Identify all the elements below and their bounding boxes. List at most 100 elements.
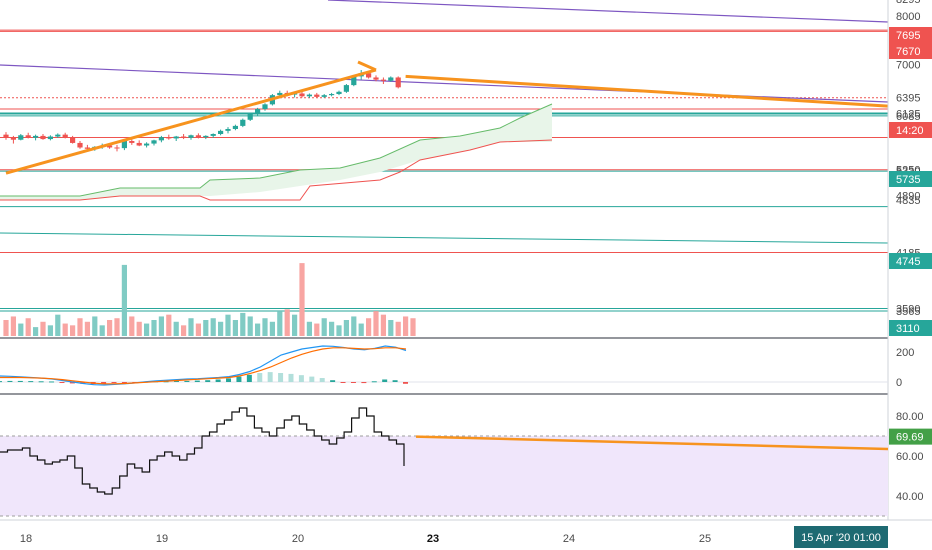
channel-line-upper[interactable] [327, 0, 889, 23]
price-badge-bg [889, 122, 932, 138]
volume-bar [173, 321, 179, 336]
candle-body [144, 143, 150, 146]
time-tick-label: 18 [20, 533, 32, 545]
ichimoku-base-line [0, 139, 553, 201]
volume-bar [284, 309, 290, 336]
volume-bar [329, 321, 335, 336]
volume-bar [306, 321, 312, 336]
volume-bar [40, 321, 46, 336]
macd-histogram-bar [205, 380, 211, 382]
trendlines [5, 60, 889, 175]
volume-bar [410, 318, 416, 336]
volume-bar [380, 314, 386, 336]
volume-bar [3, 320, 9, 336]
ichimoku-leading-span [0, 103, 553, 197]
candle-body [84, 147, 90, 149]
rsi-badge-bg [889, 428, 932, 445]
volume-bar [366, 318, 372, 336]
macd-histogram-bar [173, 380, 179, 382]
candle-body [262, 104, 268, 110]
volume-bar [166, 314, 172, 336]
volume-bar [158, 316, 164, 336]
candle-body [336, 91, 342, 95]
macd-histogram-bar [7, 380, 13, 382]
candle-body [188, 135, 194, 138]
candle-body [136, 142, 142, 146]
volume-bar [99, 325, 105, 336]
candle-body [240, 119, 246, 126]
candle-body [210, 133, 216, 136]
macd-histogram-bar [257, 373, 263, 382]
candle-body [55, 134, 61, 137]
volume-bar [62, 323, 68, 336]
price-axis[interactable]: 8295800070006395612560855250523048904835… [889, 0, 932, 336]
volume-bar [262, 318, 268, 336]
macd-histogram-bar [278, 373, 284, 382]
volume-bar [129, 316, 135, 336]
macd-histogram-bar [361, 382, 367, 384]
volume-bar [292, 314, 298, 336]
candle-body [277, 92, 283, 96]
rsi-pane[interactable] [0, 407, 889, 517]
candles[interactable] [3, 69, 401, 152]
candle-body [77, 142, 83, 148]
volume-bar [195, 323, 201, 336]
candle-body [314, 94, 320, 97]
macd-histogram-bar [350, 382, 356, 383]
volume-bar [388, 320, 394, 336]
candle-body [107, 145, 113, 148]
price-pane[interactable] [0, 0, 889, 336]
macd-histogram-bar [309, 376, 315, 382]
macd-tick-label: 0 [896, 377, 902, 389]
candle-body [321, 95, 327, 97]
volume-bar [395, 321, 401, 336]
candle-body [351, 76, 357, 86]
candle-body [114, 147, 120, 149]
candle-body [70, 137, 76, 143]
volume-bar [84, 321, 90, 336]
horizontal-levels [0, 29, 889, 312]
candle-body [47, 136, 53, 140]
candle-body [129, 140, 135, 143]
candle-body [255, 109, 261, 114]
time-tick-label: 24 [563, 533, 575, 545]
price-badge-bg [889, 171, 932, 187]
price-tick-label: 4890 [896, 191, 920, 203]
descending-support-line [0, 232, 889, 244]
volume-bar [403, 316, 409, 336]
volume-bar [25, 318, 31, 336]
rsi-tick-label: 40.00 [896, 491, 924, 503]
signal-line [0, 347, 407, 385]
price-badge: 4745 [896, 256, 920, 268]
trendline-peak [357, 60, 377, 72]
volume-bar [107, 320, 113, 336]
rsi-tick-label: 80.00 [896, 411, 924, 423]
macd-pane[interactable] [0, 345, 888, 386]
volume-bar [55, 314, 61, 336]
price-badge: 14:20 [896, 125, 924, 137]
candle-body [173, 136, 179, 139]
volume-bar [151, 320, 157, 336]
macd-histogram-bar [0, 381, 2, 383]
volume-bar [358, 323, 364, 336]
macd-histogram-bar [298, 375, 304, 382]
rsi-trendline[interactable] [415, 435, 889, 451]
candle-body [181, 136, 187, 138]
macd-histogram-bar [184, 380, 190, 382]
rsi-axis[interactable]: 80.00 60.00 40.00 69.69 [889, 411, 932, 503]
volume-bar [18, 323, 24, 336]
candle-body [195, 135, 201, 138]
candle-body [299, 93, 305, 97]
time-axis[interactable]: 18 19 20 23 24 25 15 Apr '20 01:00 [20, 526, 888, 548]
volume-bars [3, 263, 416, 336]
candle-body [343, 85, 349, 92]
candle-body [218, 130, 224, 134]
candle-body [121, 140, 127, 149]
time-tick-label: 19 [156, 533, 168, 545]
volume-bar [232, 320, 238, 336]
price-tick-label: 8000 [896, 11, 920, 23]
price-badge: 7670 [896, 46, 920, 58]
trendline-down [405, 74, 889, 108]
